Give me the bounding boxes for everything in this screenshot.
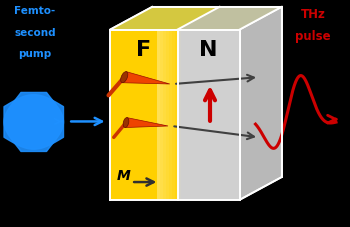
Polygon shape [160, 30, 163, 200]
Polygon shape [125, 118, 168, 128]
Ellipse shape [123, 118, 129, 128]
Polygon shape [110, 7, 282, 30]
Polygon shape [163, 30, 166, 200]
Text: M: M [117, 169, 131, 183]
Text: N: N [199, 40, 218, 60]
Polygon shape [169, 30, 172, 200]
Polygon shape [177, 7, 282, 30]
Polygon shape [110, 30, 177, 200]
Polygon shape [178, 30, 181, 200]
Polygon shape [156, 30, 160, 200]
Text: F: F [136, 40, 152, 60]
Text: THz: THz [301, 8, 326, 21]
Polygon shape [177, 30, 240, 200]
Polygon shape [175, 30, 178, 200]
Polygon shape [172, 30, 175, 200]
Ellipse shape [121, 72, 128, 83]
Text: pulse: pulse [295, 30, 331, 43]
Text: Femto-: Femto- [14, 6, 56, 16]
Text: second: second [14, 28, 56, 38]
Polygon shape [240, 7, 282, 200]
Polygon shape [122, 72, 170, 84]
Polygon shape [110, 7, 219, 30]
Polygon shape [166, 30, 169, 200]
Text: pump: pump [18, 49, 52, 59]
